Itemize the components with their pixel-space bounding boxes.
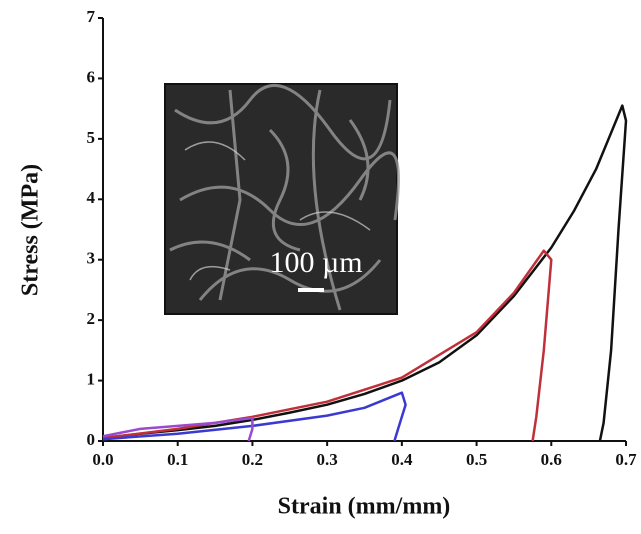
y-tick-label: 0 [87, 430, 96, 449]
x-tick-label: 0.0 [92, 450, 113, 469]
x-tick-label: 0.3 [317, 450, 338, 469]
x-tick-label: 0.4 [391, 450, 413, 469]
y-tick-label: 2 [87, 309, 96, 328]
y-tick-label: 4 [87, 188, 96, 207]
x-axis-label: Strain (mm/mm) [278, 494, 451, 520]
y-axis-label: Stress (MPa) [18, 164, 44, 296]
x-tick-label: 0.7 [615, 450, 637, 469]
y-tick-label: 3 [87, 249, 96, 268]
x-tick-label: 0.5 [466, 450, 487, 469]
inset-label: 100 µm [269, 246, 362, 279]
x-tick-label: 0.2 [242, 450, 263, 469]
chart: 100 µm Strain (mm/mm) Stress (MPa) 0 1 2 3 4… [0, 0, 641, 529]
x-tick-label: 0.6 [541, 450, 562, 469]
x-tick-label: 0.1 [167, 450, 188, 469]
inset-image: 100 µm [165, 84, 398, 314]
y-tick-label: 1 [87, 369, 96, 388]
y-tick-label: 5 [87, 128, 96, 147]
y-tick-label: 6 [87, 67, 96, 86]
y-tick-label: 7 [87, 7, 96, 26]
